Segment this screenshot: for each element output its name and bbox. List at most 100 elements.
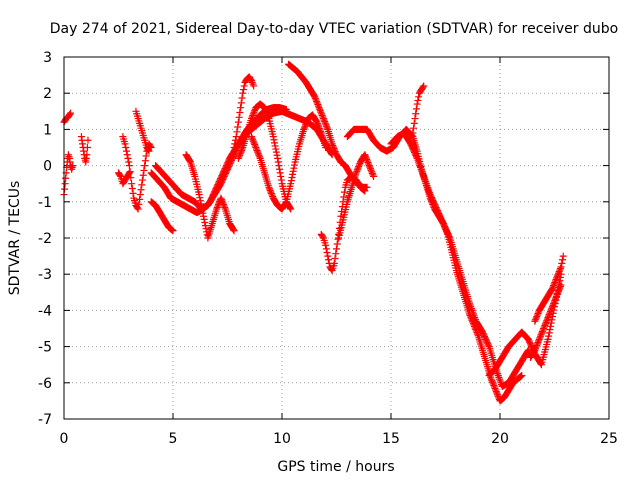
data-point	[316, 107, 324, 115]
data-point	[333, 240, 341, 248]
data-point	[555, 286, 563, 294]
data-point	[229, 226, 237, 234]
data-point	[253, 147, 261, 155]
data-point	[331, 146, 339, 154]
data-point	[553, 290, 561, 298]
data-point	[199, 209, 207, 217]
data-point	[300, 124, 308, 132]
data-point	[538, 329, 546, 337]
data-point	[137, 186, 145, 194]
data-point	[415, 93, 423, 101]
data-point	[313, 97, 321, 105]
data-point	[238, 145, 246, 153]
data-point	[540, 325, 548, 332]
data-point	[200, 215, 208, 223]
data-point	[334, 235, 342, 243]
data-point	[196, 194, 204, 202]
x-tick-labels: 0 5 10 15 20 25	[60, 431, 618, 447]
plot-frame	[63, 56, 610, 420]
data-point	[254, 148, 262, 156]
data-point	[252, 144, 260, 151]
data-point	[141, 157, 149, 165]
data-point	[545, 329, 553, 337]
data-point	[340, 193, 348, 201]
series-c	[77, 133, 92, 166]
data-point	[549, 283, 557, 291]
data-point	[546, 326, 554, 334]
data-point	[289, 167, 297, 175]
data-point	[518, 372, 526, 380]
data-point	[256, 153, 264, 161]
y-axis-label: SDTVAR / TECUs	[7, 181, 23, 296]
y-tick-labels: -7 -6 -5 -4 -3 -2 -1 0 1 2 3	[38, 50, 52, 428]
data-point	[234, 118, 242, 126]
data-point	[556, 283, 564, 291]
data-point	[412, 105, 420, 113]
data-point	[553, 292, 561, 300]
data-point	[535, 337, 543, 345]
data-point	[331, 148, 339, 156]
data-point	[249, 136, 257, 144]
data-point	[555, 269, 563, 277]
data-point	[311, 93, 319, 101]
data-point	[559, 252, 567, 260]
data-point	[186, 157, 194, 165]
data-point	[547, 322, 555, 330]
data-point	[484, 341, 492, 349]
series-u	[531, 252, 567, 325]
data-point	[524, 346, 532, 354]
data-point	[323, 122, 331, 130]
data-point	[488, 377, 496, 385]
data-point	[255, 151, 263, 159]
data-point	[271, 139, 279, 147]
data-point	[250, 82, 258, 90]
data-point	[311, 94, 319, 102]
data-point	[287, 177, 295, 185]
y-tick-label: -6	[38, 376, 52, 392]
data-point	[553, 274, 561, 282]
data-point	[542, 318, 550, 326]
data-point	[551, 297, 559, 305]
data-point	[125, 169, 133, 177]
data-point	[250, 139, 258, 147]
series-p	[335, 151, 378, 242]
data-point	[125, 158, 133, 166]
data-point	[286, 204, 294, 212]
data-point	[141, 162, 149, 170]
data-point	[314, 102, 322, 110]
series-s	[409, 82, 428, 137]
data-point	[202, 225, 210, 233]
data-point	[364, 158, 372, 166]
x-tick-label: 20	[491, 431, 509, 447]
data-point	[536, 332, 544, 340]
data-point	[548, 316, 556, 324]
data-point	[266, 186, 274, 194]
data-point	[247, 75, 255, 83]
data-point	[282, 105, 290, 113]
data-point	[250, 108, 258, 116]
data-point	[323, 248, 331, 256]
data-point	[541, 320, 549, 328]
data-point	[553, 272, 561, 280]
data-point	[83, 151, 91, 159]
data-point	[312, 96, 320, 104]
data-point	[262, 108, 270, 116]
data-point	[314, 120, 322, 128]
data-point	[369, 171, 377, 179]
data-point	[533, 340, 541, 348]
data-point	[239, 89, 247, 97]
data-point	[318, 111, 326, 119]
data-point	[317, 127, 325, 135]
data-point	[264, 113, 272, 121]
data-point	[494, 392, 502, 400]
data-point	[547, 306, 555, 314]
series-a	[60, 151, 77, 199]
data-point	[138, 176, 146, 184]
data-point	[313, 118, 321, 126]
data-point	[67, 109, 75, 117]
data-point	[545, 311, 553, 319]
data-point	[315, 104, 323, 112]
data-point	[236, 151, 244, 159]
data-point	[83, 144, 91, 151]
data-point	[361, 152, 369, 160]
